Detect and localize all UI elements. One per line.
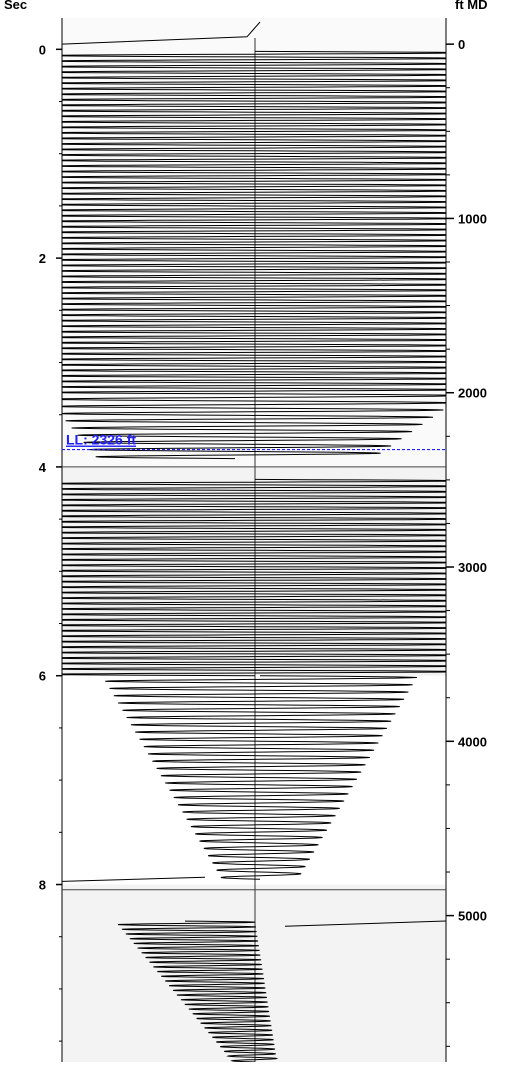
right-axis: 0 1000 2000 3000 4000 5000 [446,37,487,1047]
trace-group [61,21,447,1062]
trace-segment-2 [62,478,446,677]
right-tick-label: 5000 [458,909,487,924]
trace-segment-4 [117,920,279,1062]
right-tick-label: 2000 [458,386,487,401]
right-tick-label: 3000 [458,560,487,575]
marker-group: LL: 2326 ft [62,432,446,451]
left-tick-label: 0 [39,42,46,57]
trace-start [61,21,261,45]
left-tick-label: 6 [39,669,46,684]
right-tick-label: 4000 [458,734,487,749]
left-tick-label: 2 [39,251,46,266]
trace-segment-1 [62,393,446,460]
marker-label: LL: 2326 ft [66,432,136,448]
trace-segment-0 [62,50,446,395]
left-axis: 0 2 4 6 8 [39,42,62,1042]
trace-segment-3 [105,675,417,880]
trace-transition-right [284,920,447,927]
right-axis-title: ft MD [455,0,488,12]
left-tick-label: 4 [39,460,47,475]
left-tick-label: 8 [39,878,46,893]
left-axis-title: Sec [4,0,28,12]
right-tick-label: 0 [458,37,465,52]
right-tick-label: 1000 [458,211,487,226]
trace-transition [61,876,206,882]
